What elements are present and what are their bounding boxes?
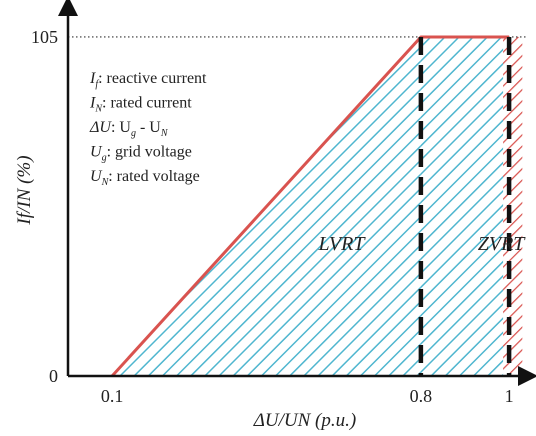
legend-entry: UN: rated voltage [90,168,200,188]
y-axis-label: If/IN (%) [14,155,35,225]
x-axis-label: ΔU/UN (p.u.) [253,410,356,431]
legend-entry: ΔU: Ug - UN [89,119,169,139]
legend-entry: IN: rated current [89,95,192,115]
zvrt-red-region [503,36,523,377]
x-tick-label: 0.1 [101,386,124,406]
zvrt-region [420,36,510,377]
legend-entry: Ug: grid voltage [90,144,192,164]
legend-entry: If: reactive current [89,70,207,90]
x-tick-label: 0.8 [410,386,433,406]
lvrt-region [112,36,421,376]
x-tick-label: 1 [505,386,514,406]
region-label-zvrt: ZVRT [478,233,527,255]
region-label-lvrt: LVRT [318,233,367,255]
y-tick-label: 105 [31,27,58,47]
y-tick-label: 0 [49,366,58,386]
